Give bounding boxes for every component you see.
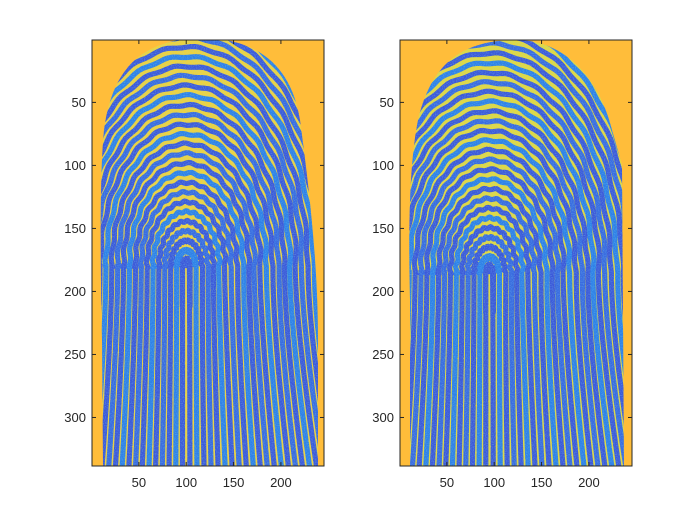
fingerprint-ridges-left <box>100 40 318 466</box>
x-tick-label-left: 150 <box>223 475 245 490</box>
axes-frame-left <box>91 39 325 467</box>
y-tick-label-left: 250 <box>64 347 86 362</box>
x-tick-label-right: 150 <box>531 475 553 490</box>
x-tick-label-right: 50 <box>440 475 454 490</box>
x-tick-label-left: 50 <box>132 475 146 490</box>
y-tick-label-right: 100 <box>372 158 394 173</box>
axes-frame-right <box>399 39 633 467</box>
axis-ticks-left: 50 100 150 200 50 100 150 200 250 300 <box>64 40 324 490</box>
axes-left: 50 100 150 200 50 100 150 200 250 300 <box>64 39 325 490</box>
y-tick-label-left: 200 <box>64 284 86 299</box>
heatmap-image-left <box>92 40 324 466</box>
y-tick-label-right: 150 <box>372 221 394 236</box>
y-tick-label-right: 200 <box>372 284 394 299</box>
y-tick-label-right: 50 <box>380 95 394 110</box>
heatmap-image-right <box>400 40 632 466</box>
x-tick-label-right: 100 <box>483 475 505 490</box>
y-tick-label-left: 50 <box>72 95 86 110</box>
axis-ticks-right: 50 100 150 200 50 100 150 200 250 300 <box>372 40 632 490</box>
x-tick-label-left: 100 <box>175 475 197 490</box>
y-tick-label-left: 300 <box>64 410 86 425</box>
x-tick-label-right: 200 <box>578 475 600 490</box>
y-tick-label-left: 100 <box>64 158 86 173</box>
y-tick-label-right: 250 <box>372 347 394 362</box>
fingerprint-ridges-right <box>409 40 624 466</box>
axes-right: 50 100 150 200 50 100 150 200 250 300 <box>372 39 633 490</box>
x-tick-label-left: 200 <box>270 475 292 490</box>
y-tick-label-right: 300 <box>372 410 394 425</box>
y-tick-label-left: 150 <box>64 221 86 236</box>
